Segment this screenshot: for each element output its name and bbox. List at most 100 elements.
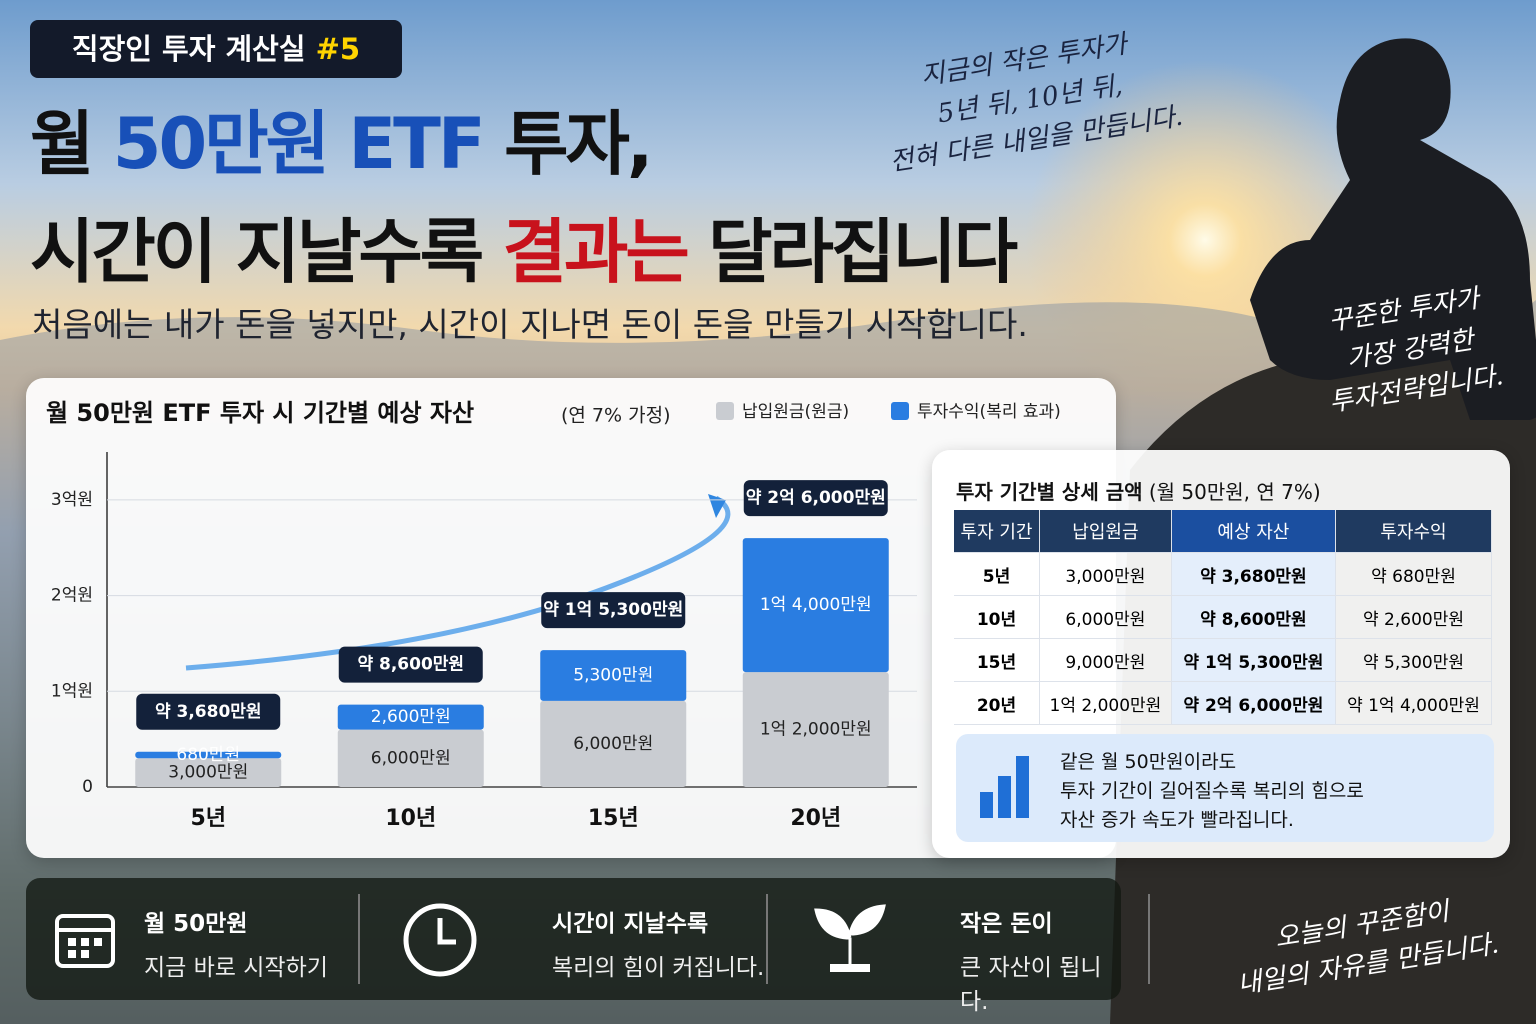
table-cell: 약 3,680만원: [1171, 552, 1336, 596]
legend-swatch: [891, 402, 909, 420]
table-subtitle: (월 50만원, 연 7%): [1148, 480, 1321, 504]
table-header: 예상 자산: [1171, 510, 1336, 553]
legend-label: 납입원금(원금): [742, 402, 849, 422]
clock-icon: [403, 903, 477, 977]
total-callout: 약 8,600만원: [338, 646, 483, 683]
footer-item: 시간이 지날수록 복리의 힘이 커집니다.: [552, 904, 764, 982]
table-cell: 약 1억 4,000만원: [1335, 681, 1493, 725]
bar-segment: [337, 729, 484, 787]
y-tick-label: 0: [82, 777, 93, 797]
value-label: 6,000만원: [573, 734, 653, 754]
table-panel: 투자 기간별 상세 금액 (월 50만원, 연 7%) 투자 기간 납입원금 예상 …: [932, 450, 1510, 858]
y-tick-label: 1억원: [51, 681, 93, 701]
table-title: 투자 기간별 상세 금액: [956, 480, 1143, 504]
table-row: 15년 9,000만원 약 1억 5,300만원 약 5,300만원: [954, 638, 1493, 682]
headline-text: 월: [30, 103, 113, 185]
callout-icon: [980, 756, 1029, 818]
hiker: [1250, 38, 1536, 420]
trend-arrow: [185, 495, 731, 671]
chart-title: 월 50만원 ETF 투자 시 기간별 예상 자산: [46, 399, 474, 427]
headline-highlight: 결과는: [502, 211, 690, 293]
bar-segment: [135, 758, 282, 787]
badge-text: 직장인 투자 계산실: [71, 32, 316, 66]
footer-text: 지금 바로 시작하기: [144, 955, 328, 981]
subtitle: 처음에는 내가 돈을 넣지만, 시간이 지나면 돈이 돈을 만들기 시작합니다.: [32, 305, 1028, 344]
table-cell: 약 2억 6,000만원: [1171, 681, 1336, 725]
total-label: 약 2억 6,000만원: [746, 487, 886, 508]
y-tick-label: 3억원: [51, 490, 93, 510]
bar-segment: [135, 751, 282, 759]
chart: 월 50만원 ETF 투자 시 기간별 예상 자산 (연 7% 가정) 0 1억원…: [46, 399, 1061, 831]
total-callout-box: [136, 693, 281, 730]
bar-segment: [540, 700, 687, 787]
headline-text: 달라집니다: [686, 211, 1018, 293]
table-row: 20년 1억 2,000만원 약 2억 6,000만원 약 1억 4,000만원: [954, 681, 1493, 725]
divider: [1148, 894, 1150, 984]
calendar-icon: [55, 914, 115, 968]
footer-title: 시간이 지날수록: [552, 911, 709, 937]
total-callout: 약 3,680만원: [136, 693, 281, 730]
x-tick-label: 15년: [588, 806, 639, 831]
table-cell: 20년: [954, 681, 1040, 725]
table-header: 투자수익: [1335, 510, 1493, 553]
table-cell: 약 680만원: [1335, 552, 1493, 596]
table-header: 납입원금: [1039, 510, 1172, 553]
legend-swatch: [716, 402, 734, 420]
total-callout: 약 1억 5,300만원: [541, 592, 686, 629]
value-label: 1억 4,000만원: [760, 595, 872, 615]
headline-highlight: 50만원 ETF: [112, 103, 486, 185]
x-tick-label: 20년: [790, 806, 841, 831]
table-header-row: 투자 기간 납입원금 예상 자산 투자수익: [954, 510, 1493, 553]
x-tick-label: 5년: [190, 806, 226, 831]
table-cell: 약 8,600만원: [1171, 595, 1336, 639]
table-cell: 6,000만원: [1039, 595, 1172, 639]
y-tick-label: 2억원: [51, 586, 93, 606]
headline-1: 월 50만원 ETF 투자,: [30, 88, 654, 189]
value-label: 3,000만원: [168, 763, 248, 783]
divider: [358, 894, 360, 984]
divider: [766, 894, 768, 984]
table-header: 투자 기간: [954, 510, 1040, 553]
total-callout: 약 2억 6,000만원: [743, 480, 888, 517]
table-cell: 약 5,300만원: [1335, 638, 1493, 682]
sprout-icon: [814, 904, 886, 972]
value-label: 2,600만원: [371, 707, 451, 727]
value-label: 1억 2,000만원: [760, 720, 872, 740]
footer-text: 큰 자산이 됩니다.: [960, 955, 1102, 1015]
value-label: 5,300만원: [573, 665, 653, 685]
footer-title: 월 50만원: [144, 911, 248, 937]
callout-line: 투자 기간이 길어질수록 복리의 힘으로: [1060, 780, 1364, 802]
table: 투자 기간 납입원금 예상 자산 투자수익 5년 3,000만원 약 3,680만원 약 68…: [954, 510, 1493, 725]
headline-2: 시간이 지날수록 결과는 달라집니다: [30, 196, 1018, 297]
total-label: 약 1억 5,300만원: [543, 599, 683, 620]
headline-text: 시간이 지날수록: [30, 211, 503, 293]
value-label: 680만원: [176, 745, 240, 765]
total-callout-box: [743, 480, 888, 517]
total-callout-box: [541, 592, 686, 629]
headline-text: 투자,: [482, 103, 653, 185]
callout-line: 자산 증가 속도가 빨라집니다.: [1060, 809, 1294, 831]
badge-number: #5: [315, 32, 361, 66]
total-callout-box: [338, 646, 483, 683]
bar-segment: [742, 538, 889, 673]
footer-title: 작은 돈이: [960, 911, 1053, 937]
table-cell: 15년: [954, 638, 1040, 682]
legend-label: 투자수익(복리 효과): [917, 402, 1061, 422]
table-cell: 1억 2,000만원: [1039, 681, 1172, 725]
total-label: 약 8,600만원: [357, 654, 464, 675]
callout-line: 같은 월 50만원이라도: [1060, 751, 1237, 773]
badge: 직장인 투자 계산실 #5: [30, 20, 402, 78]
table-cell: 10년: [954, 595, 1040, 639]
table-row: 10년 6,000만원 약 8,600만원 약 2,600만원: [954, 595, 1493, 639]
chart-subtitle: (연 7% 가정): [561, 405, 671, 427]
table-heading: 투자 기간별 상세 금액 (월 50만원, 연 7%): [956, 476, 1321, 505]
table-cell: 3,000만원: [1039, 552, 1172, 596]
value-label: 6,000만원: [371, 748, 451, 768]
bar-segment: [540, 650, 687, 701]
